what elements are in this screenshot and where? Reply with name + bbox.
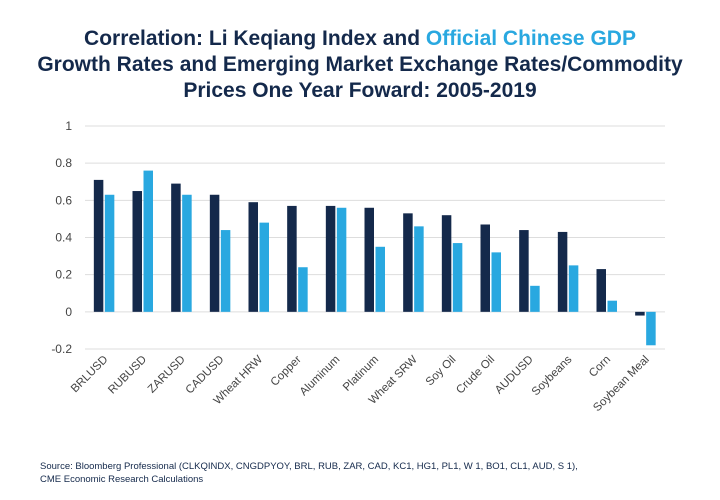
bar-li-keqiang: [519, 230, 529, 312]
source-line2: CME Economic Research Calculations: [40, 474, 204, 485]
bar-li-keqiang: [209, 194, 220, 312]
title-line2: Growth Rates and Emerging Market Exchang…: [37, 53, 683, 76]
x-tick-label: RUBUSD: [106, 354, 149, 397]
bar-li-keqiang: [248, 202, 258, 312]
bar-official-gdp: [646, 311, 656, 346]
source-note: Source: Bloomberg Professional (CLKQINDX…: [40, 460, 578, 486]
y-tick-label: 0.6: [55, 193, 72, 207]
bar-official-gdp: [182, 194, 192, 312]
bar-li-keqiang: [325, 205, 336, 312]
bar-official-gdp: [298, 267, 308, 312]
title-line1: Correlation: Li Keqiang Index and: [84, 27, 426, 50]
bar-official-gdp: [452, 243, 463, 312]
x-tick-label: Platinum: [341, 354, 381, 394]
y-tick-label: 1: [65, 119, 72, 133]
bar-official-gdp: [143, 170, 153, 312]
x-tick-label: Aluminum: [298, 354, 343, 399]
bar-official-gdp: [414, 226, 424, 312]
bar-official-gdp: [336, 207, 347, 312]
bar-li-keqiang: [480, 224, 490, 312]
x-tick-label: Corn: [587, 354, 613, 380]
bar-li-keqiang: [287, 205, 297, 312]
y-tick-label: 0.2: [55, 268, 72, 282]
bar-official-gdp: [259, 222, 269, 312]
bar-official-gdp: [568, 265, 579, 312]
bar-official-gdp: [375, 246, 385, 312]
y-tick-label: -0.2: [51, 342, 72, 356]
x-tick-label: Copper: [269, 354, 304, 389]
bar-li-keqiang: [403, 213, 413, 312]
bar-li-keqiang: [441, 215, 452, 312]
title-line3: Prices One Year Foward: 2005-2019: [183, 79, 537, 102]
bar-li-keqiang: [132, 191, 142, 312]
x-tick-label: Soy Oil: [424, 354, 459, 389]
source-line1: Source: Bloomberg Professional (CLKQINDX…: [40, 461, 578, 472]
x-tick-label: ZARUSD: [146, 354, 188, 396]
bar-official-gdp: [220, 230, 231, 312]
x-tick-label: Crude Oil: [454, 354, 497, 397]
bar-li-keqiang: [364, 207, 374, 312]
bar-li-keqiang: [557, 231, 568, 312]
bar-li-keqiang: [596, 269, 606, 312]
bar-official-gdp: [607, 300, 617, 312]
bar-li-keqiang: [635, 311, 645, 316]
y-tick-label: 0: [65, 305, 72, 319]
x-tick-label: Soybeans: [530, 353, 575, 398]
y-tick-label: 0.8: [55, 156, 72, 170]
bar-official-gdp: [491, 252, 501, 312]
bar-official-gdp: [530, 285, 540, 312]
title-highlight: Official Chinese GDP: [425, 27, 636, 50]
bar-li-keqiang: [171, 183, 181, 312]
y-tick-label: 0.4: [55, 231, 72, 245]
chart-title: Correlation: Li Keqiang Index and Offici…: [0, 26, 720, 104]
bar-li-keqiang: [93, 179, 104, 312]
bar-official-gdp: [104, 194, 115, 312]
x-tick-label: BRLUSD: [69, 354, 110, 395]
